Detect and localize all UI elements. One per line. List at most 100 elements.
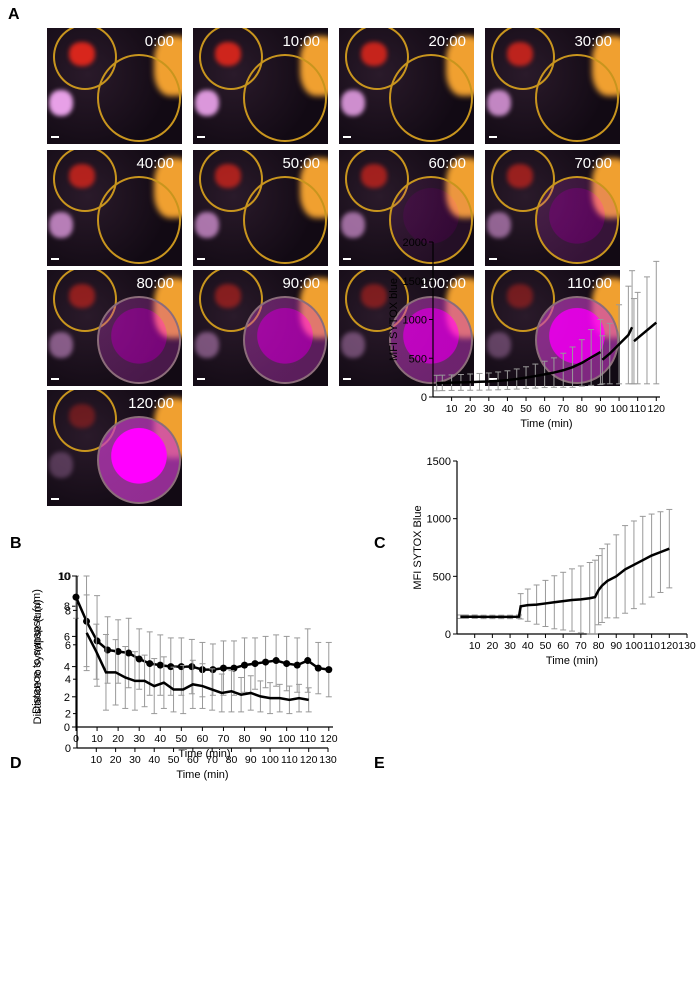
x-tick-label: 80 — [576, 403, 588, 415]
y-tick-label: 1500 — [427, 456, 451, 468]
x-tick-label: 130 — [678, 640, 696, 652]
cell — [49, 452, 73, 478]
time-label: 50:00 — [282, 155, 320, 172]
scale-bar — [197, 258, 205, 260]
cell — [243, 296, 327, 384]
scale-bar — [197, 378, 205, 380]
data-point — [262, 658, 270, 666]
data-point — [325, 666, 333, 674]
x-axis-label: Time (min) — [520, 418, 572, 430]
cell — [507, 42, 533, 66]
cell — [49, 332, 73, 358]
x-tick-label: 90 — [260, 733, 272, 745]
y-tick-label: 0 — [64, 722, 70, 734]
x-tick-label: 90 — [610, 640, 622, 652]
cell — [199, 150, 263, 212]
scale-bar — [343, 258, 351, 260]
x-tick-label: 40 — [502, 403, 514, 415]
x-tick-label: 100 — [278, 733, 296, 745]
cell — [195, 332, 219, 358]
x-tick-label: 10 — [90, 754, 102, 766]
data-line — [633, 321, 658, 343]
data-point — [241, 661, 249, 669]
x-tick-label: 40 — [148, 754, 160, 766]
cell — [195, 212, 219, 238]
scale-bar — [197, 136, 205, 138]
data-line — [85, 632, 309, 702]
scale-bar — [51, 136, 59, 138]
cell — [345, 270, 409, 332]
cell — [49, 90, 73, 116]
cell — [215, 284, 241, 308]
time-label: 20:00 — [428, 33, 466, 50]
y-tick-label: 0 — [445, 629, 451, 641]
data-point — [146, 660, 154, 668]
y-tick-label: 10 — [58, 571, 70, 583]
x-axis-label: Time (min) — [546, 655, 598, 667]
x-tick-label: 80 — [593, 640, 605, 652]
cell — [53, 28, 117, 90]
cell — [491, 28, 555, 90]
x-tick-label: 100 — [261, 754, 279, 766]
x-tick-label: 50 — [175, 733, 187, 745]
y-axis-label: Distance to synapse (um) — [32, 600, 44, 725]
cell — [243, 54, 327, 142]
time-label: 100:00 — [420, 275, 466, 292]
data-point — [93, 637, 101, 645]
scale-bar — [489, 136, 497, 138]
y-tick-label: 500 — [409, 353, 427, 365]
micrograph: 90:00 — [193, 270, 328, 386]
cell — [69, 42, 95, 66]
cell — [361, 42, 387, 66]
cell — [97, 54, 181, 142]
y-tick-label: 2 — [64, 692, 70, 704]
cell — [199, 28, 263, 90]
cell — [215, 164, 241, 188]
x-tick-label: 10 — [446, 403, 458, 415]
y-tick-label: 1500 — [403, 276, 427, 288]
y-tick-label: 4 — [64, 662, 70, 674]
cell — [341, 90, 365, 116]
x-tick-label: 60 — [187, 754, 199, 766]
y-tick-label: 6 — [65, 640, 71, 652]
micrograph: 10:00 — [193, 28, 328, 144]
data-point — [219, 664, 227, 672]
cell — [97, 416, 181, 504]
data-line — [460, 547, 670, 619]
y-tick-label: 500 — [433, 571, 451, 583]
time-label: 110:00 — [567, 275, 612, 292]
micrograph: 70:00 — [485, 150, 620, 266]
cell — [491, 150, 555, 212]
micrograph: 0:00 — [47, 28, 182, 144]
cell — [345, 150, 409, 212]
data-point — [293, 661, 301, 669]
cell — [243, 176, 327, 264]
y-tick-label: 6 — [64, 631, 70, 643]
cell — [97, 176, 181, 264]
x-tick-label: 0 — [73, 733, 79, 745]
x-tick-label: 40 — [522, 640, 534, 652]
x-tick-label: 30 — [504, 640, 516, 652]
cell — [195, 90, 219, 116]
data-point — [104, 646, 112, 654]
cell — [341, 212, 365, 238]
x-tick-label: 30 — [133, 733, 145, 745]
y-tick-label: 4 — [65, 674, 71, 686]
y-tick-label: 2000 — [403, 237, 427, 249]
x-tick-label: 110 — [629, 403, 646, 415]
x-tick-label: 50 — [540, 640, 552, 652]
cell — [389, 176, 473, 264]
x-tick-label: 70 — [206, 754, 218, 766]
x-tick-label: 120 — [661, 640, 679, 652]
panel-label: E — [374, 755, 385, 772]
data-line — [436, 350, 602, 385]
x-tick-label: 40 — [154, 733, 166, 745]
x-tick-label: 130 — [319, 754, 337, 766]
scale-bar — [51, 378, 59, 380]
cell — [487, 212, 511, 238]
micrograph: 110:00 — [485, 270, 620, 386]
cell — [361, 164, 387, 188]
y-axis-label: MFI SYTOX Blue — [412, 505, 424, 589]
x-tick-label: 120 — [648, 403, 666, 415]
cell — [49, 212, 73, 238]
